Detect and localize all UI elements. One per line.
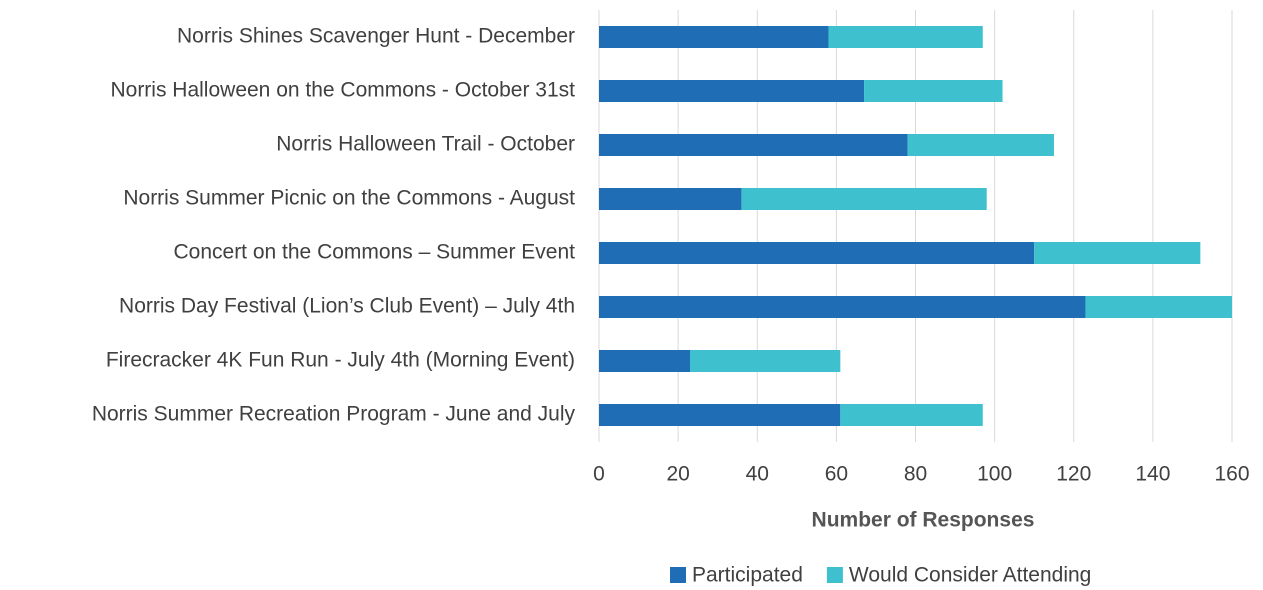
x-tick-label: 100 — [977, 463, 1012, 486]
bar-segment — [864, 80, 1003, 102]
bar-segment — [599, 404, 841, 426]
y-tick-label: Norris Halloween on the Commons - Octobe… — [110, 79, 575, 102]
x-tick-label: 40 — [746, 463, 769, 486]
y-tick-label: Norris Summer Picnic on the Commons - Au… — [123, 187, 575, 210]
bar-segment — [840, 404, 983, 426]
bar-segment — [907, 134, 1054, 156]
bar-segment — [599, 26, 829, 48]
legend-label: Would Consider Attending — [849, 564, 1091, 587]
bar-segment — [599, 80, 865, 102]
x-axis-title: Number of Responses — [812, 509, 1035, 532]
x-tick-label: 160 — [1214, 463, 1249, 486]
y-tick-label: Norris Summer Recreation Program - June … — [92, 403, 576, 426]
x-tick-label: 120 — [1056, 463, 1091, 486]
x-tick-label: 140 — [1135, 463, 1170, 486]
legend-swatch — [826, 567, 843, 583]
bar-segment — [599, 188, 742, 210]
bar-segment — [599, 134, 908, 156]
x-tick-label: 0 — [593, 463, 605, 486]
bar-segment — [1085, 296, 1232, 318]
bar-segment — [599, 296, 1086, 318]
x-tick-label: 80 — [904, 463, 927, 486]
x-tick-label: 20 — [666, 463, 689, 486]
y-tick-label: Concert on the Commons – Summer Event — [173, 241, 575, 264]
bar-segment — [741, 188, 987, 210]
legend-swatch — [670, 567, 686, 583]
bar-segment — [689, 350, 841, 372]
y-tick-label: Norris Shines Scavenger Hunt - December — [177, 25, 575, 48]
legend-label: Participated — [692, 564, 803, 587]
y-tick-label: Norris Day Festival (Lion’s Club Event) … — [119, 295, 575, 318]
bar-segment — [599, 242, 1035, 264]
bar-segment — [599, 350, 690, 372]
y-tick-label: Norris Halloween Trail - October — [276, 133, 575, 156]
bar-segment — [1034, 242, 1201, 264]
bar-segment — [828, 26, 983, 48]
y-tick-label: Firecracker 4K Fun Run - July 4th (Morni… — [106, 349, 575, 372]
x-tick-label: 60 — [825, 463, 848, 486]
